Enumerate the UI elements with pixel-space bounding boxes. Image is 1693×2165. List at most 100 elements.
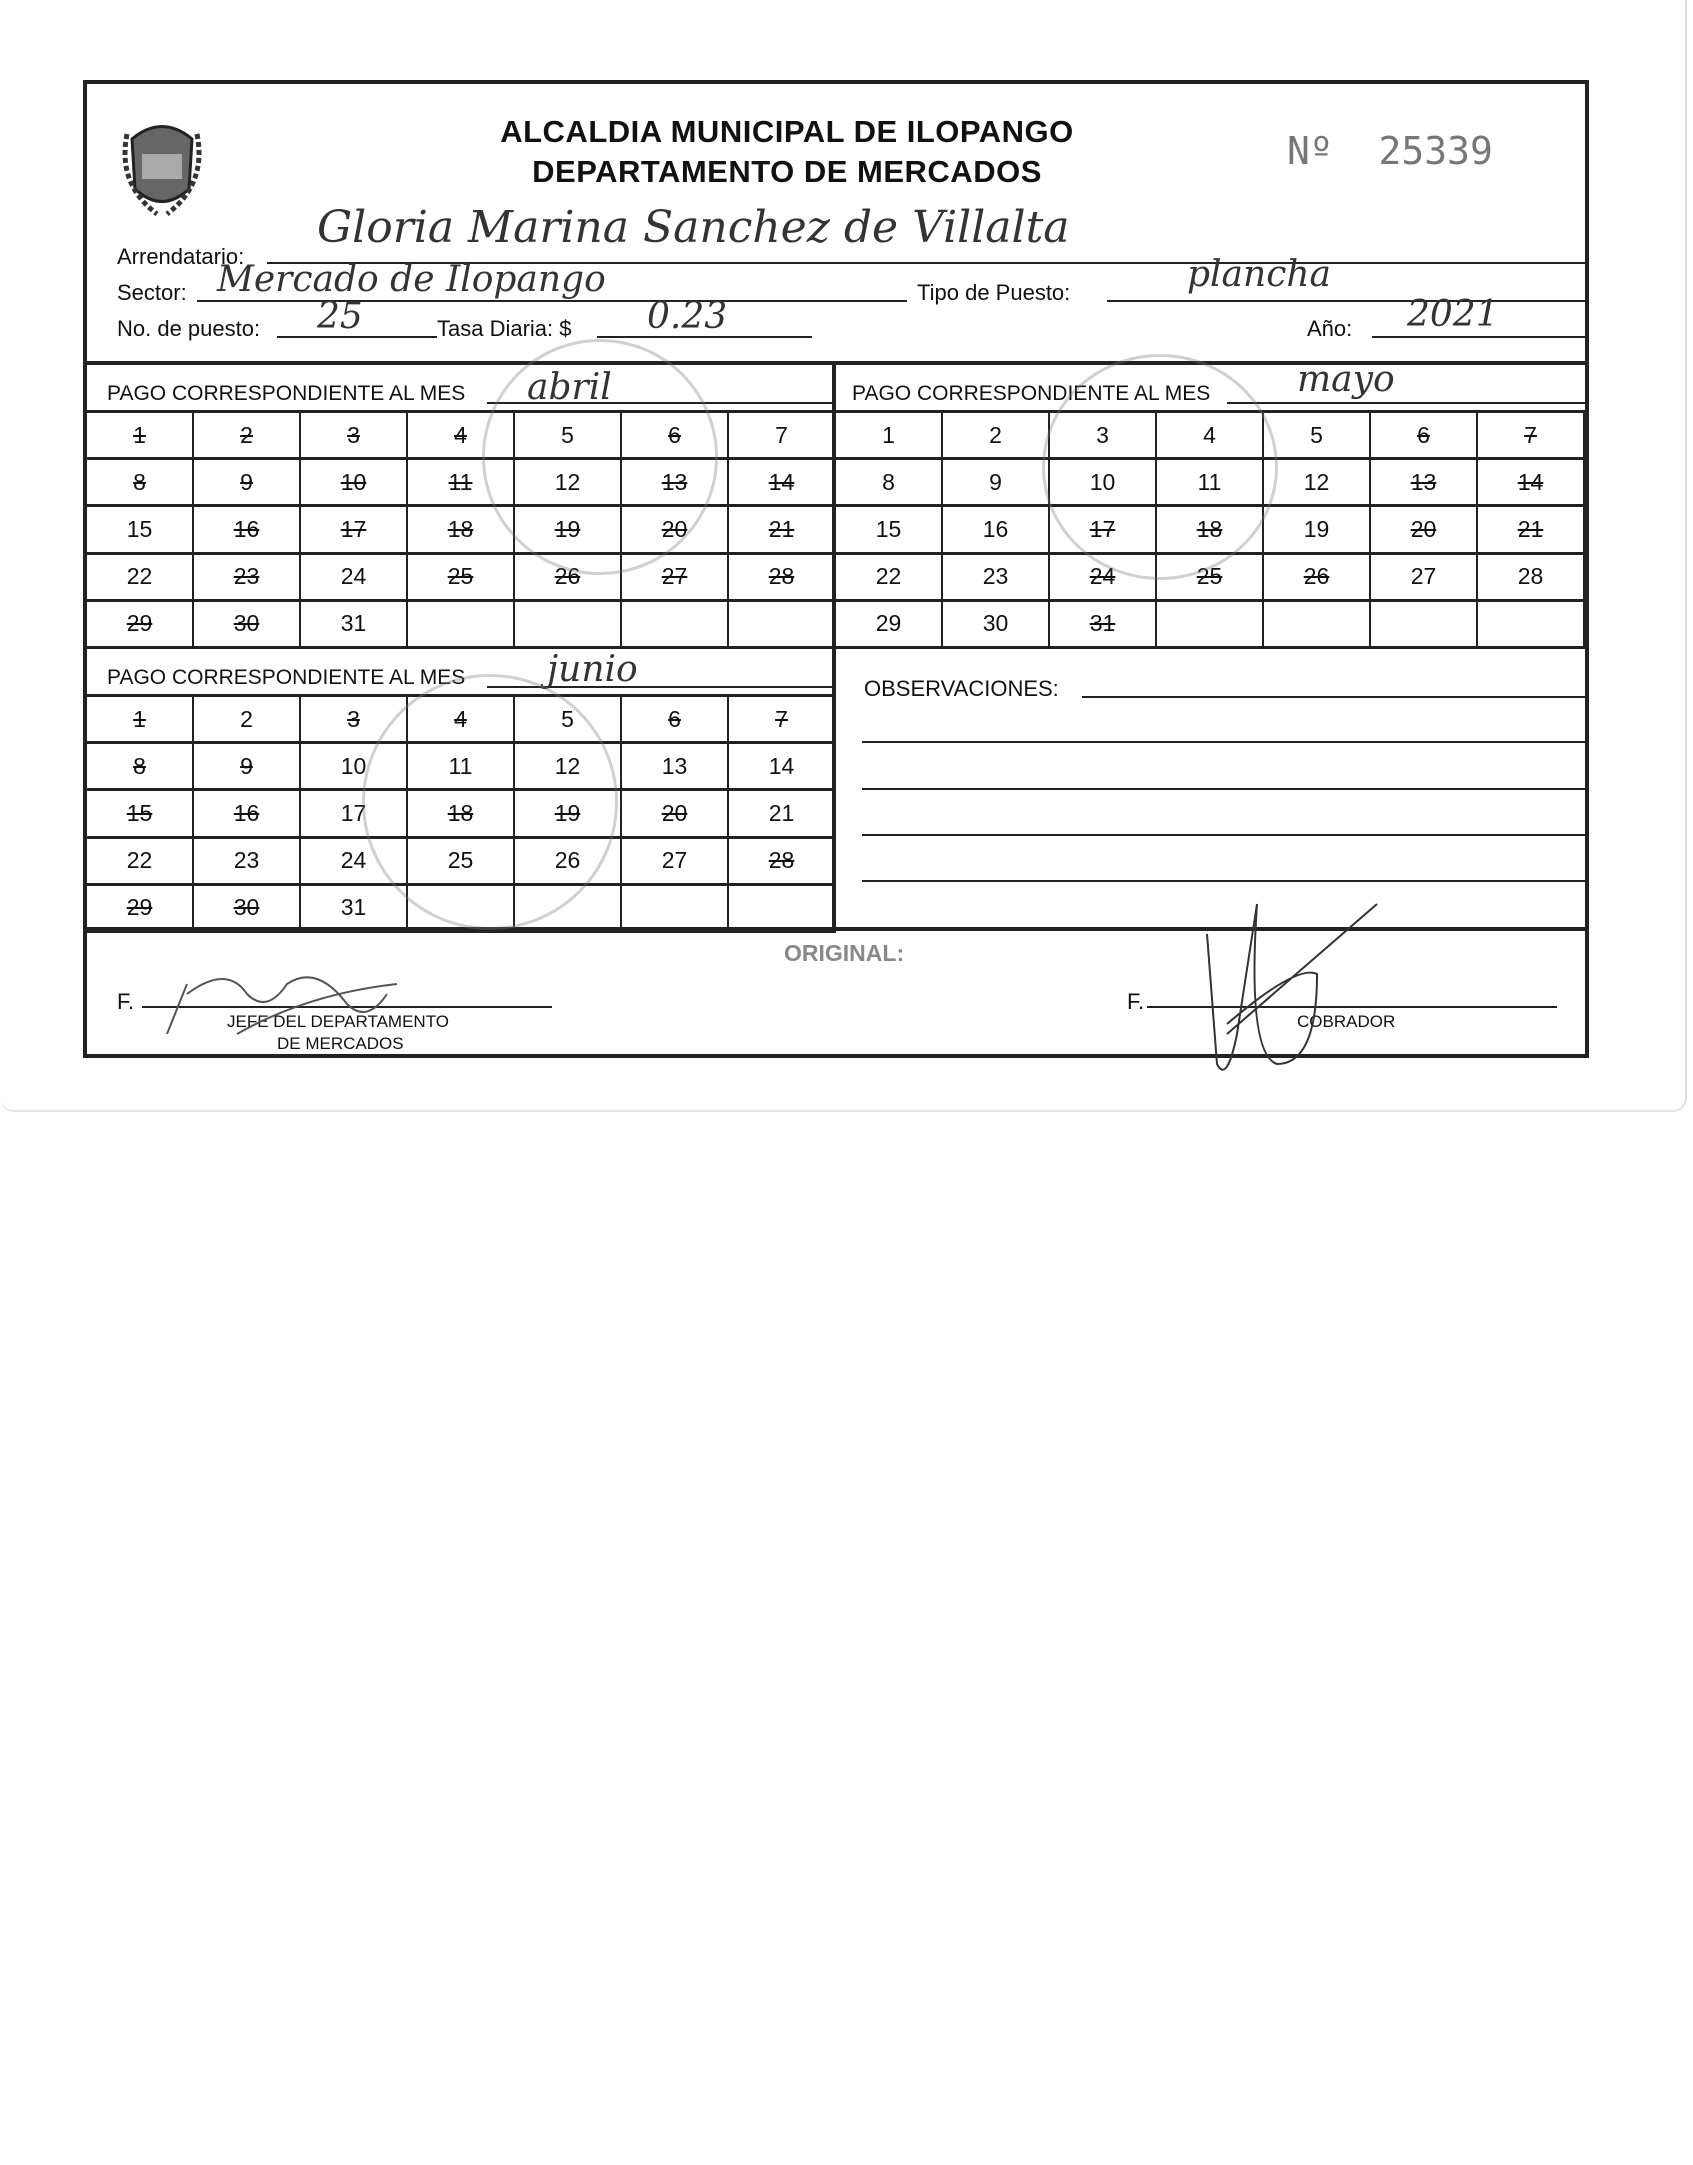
observaciones-line[interactable] bbox=[862, 788, 1585, 790]
day-cell-2[interactable]: 2 bbox=[194, 413, 301, 461]
day-cell-9[interactable]: 9 bbox=[194, 460, 301, 508]
day-cell-5[interactable]: 5 bbox=[1264, 413, 1371, 461]
day-cell-16[interactable]: 16 bbox=[194, 791, 301, 839]
sector-line bbox=[197, 300, 907, 302]
day-cell-14[interactable]: 14 bbox=[729, 460, 836, 508]
day-cell-3[interactable]: 3 bbox=[301, 413, 408, 461]
day-cell-20[interactable]: 20 bbox=[1371, 507, 1478, 555]
day-cell-30[interactable]: 30 bbox=[943, 601, 1050, 649]
day-cell-30[interactable]: 30 bbox=[194, 601, 301, 649]
empty-day-cell bbox=[1264, 601, 1371, 649]
day-cell-8[interactable]: 8 bbox=[87, 744, 194, 792]
day-cell-6[interactable]: 6 bbox=[622, 697, 729, 745]
day-cell-28[interactable]: 28 bbox=[729, 838, 836, 886]
day-cell-14[interactable]: 14 bbox=[729, 744, 836, 792]
observaciones-line[interactable] bbox=[862, 741, 1585, 743]
day-cell-8[interactable]: 8 bbox=[87, 460, 194, 508]
day-cell-23[interactable]: 23 bbox=[194, 838, 301, 886]
day-cell-25[interactable]: 25 bbox=[408, 554, 515, 602]
day-cell-27[interactable]: 27 bbox=[622, 554, 729, 602]
day-cell-29[interactable]: 29 bbox=[87, 885, 194, 933]
day-cell-13[interactable]: 13 bbox=[622, 744, 729, 792]
tipo-label: Tipo de Puesto: bbox=[917, 280, 1071, 305]
day-cell-15[interactable]: 15 bbox=[836, 507, 943, 555]
day-cell-22[interactable]: 22 bbox=[87, 838, 194, 886]
day-cell-28[interactable]: 28 bbox=[729, 554, 836, 602]
jefe-label-2: DE MERCADOS bbox=[277, 1034, 404, 1053]
puesto-label: No. de puesto: bbox=[117, 316, 261, 341]
day-cell-2[interactable]: 2 bbox=[194, 697, 301, 745]
day-cell-13[interactable]: 13 bbox=[1371, 460, 1478, 508]
month-3-value[interactable]: junio bbox=[547, 649, 638, 690]
tipo-value[interactable]: plancha bbox=[1187, 254, 1332, 295]
day-cell-26[interactable]: 26 bbox=[1264, 554, 1371, 602]
day-cell-21[interactable]: 21 bbox=[729, 507, 836, 555]
municipal-seal-stamp bbox=[482, 339, 718, 575]
day-cell-6[interactable]: 6 bbox=[1371, 413, 1478, 461]
day-cell-1[interactable]: 1 bbox=[87, 697, 194, 745]
day-cell-14[interactable]: 14 bbox=[1478, 460, 1585, 508]
day-cell-8[interactable]: 8 bbox=[836, 460, 943, 508]
empty-day-cell bbox=[408, 601, 515, 649]
observaciones-line[interactable] bbox=[862, 880, 1585, 882]
number-label: Nº bbox=[1287, 129, 1333, 173]
empty-day-cell bbox=[622, 601, 729, 649]
day-cell-7[interactable]: 7 bbox=[1478, 413, 1585, 461]
day-cell-9[interactable]: 9 bbox=[943, 460, 1050, 508]
day-cell-22[interactable]: 22 bbox=[87, 554, 194, 602]
receipt-form: ALCALDIA MUNICIPAL DE ILOPANGO DEPARTAME… bbox=[83, 80, 1589, 1071]
day-cell-31[interactable]: 31 bbox=[1050, 601, 1157, 649]
day-cell-30[interactable]: 30 bbox=[194, 885, 301, 933]
day-cell-27[interactable]: 27 bbox=[622, 838, 729, 886]
day-cell-10[interactable]: 10 bbox=[301, 460, 408, 508]
cobrador-signature bbox=[1206, 903, 1378, 1071]
day-cell-1[interactable]: 1 bbox=[836, 413, 943, 461]
tasa-value[interactable]: 0.23 bbox=[647, 296, 728, 337]
day-cell-7[interactable]: 7 bbox=[729, 697, 836, 745]
day-cell-16[interactable]: 16 bbox=[943, 507, 1050, 555]
day-cell-17[interactable]: 17 bbox=[301, 507, 408, 555]
day-cell-9[interactable]: 9 bbox=[194, 744, 301, 792]
day-cell-24[interactable]: 24 bbox=[301, 554, 408, 602]
day-cell-23[interactable]: 23 bbox=[943, 554, 1050, 602]
puesto-value[interactable]: 25 bbox=[317, 296, 363, 337]
anio-value[interactable]: 2021 bbox=[1407, 294, 1499, 335]
day-cell-29[interactable]: 29 bbox=[87, 601, 194, 649]
sector-value[interactable]: Mercado de Ilopango bbox=[217, 259, 606, 300]
day-cell-27[interactable]: 27 bbox=[1371, 554, 1478, 602]
day-cell-1[interactable]: 1 bbox=[87, 413, 194, 461]
day-cell-19[interactable]: 19 bbox=[1264, 507, 1371, 555]
day-cell-7[interactable]: 7 bbox=[729, 413, 836, 461]
f-label-jefe: F. bbox=[117, 989, 135, 1014]
footer-divider bbox=[87, 927, 1585, 931]
cobrador-signature-line bbox=[1147, 1006, 1557, 1008]
number-value: 25339 bbox=[1378, 129, 1493, 173]
divider bbox=[87, 361, 1585, 365]
day-cell-23[interactable]: 23 bbox=[194, 554, 301, 602]
receipt-number: Nº 25339 bbox=[1287, 129, 1493, 173]
municipal-seal-stamp bbox=[1042, 354, 1278, 580]
month-2-value[interactable]: mayo bbox=[1297, 359, 1395, 400]
observaciones-label: OBSERVACIONES: bbox=[864, 676, 1059, 701]
day-cell-20[interactable]: 20 bbox=[622, 791, 729, 839]
observaciones-line[interactable] bbox=[862, 834, 1585, 836]
municipal-seal-stamp bbox=[362, 674, 618, 930]
day-cell-15[interactable]: 15 bbox=[87, 791, 194, 839]
day-cell-31[interactable]: 31 bbox=[301, 601, 408, 649]
day-cell-12[interactable]: 12 bbox=[1264, 460, 1371, 508]
day-cell-22[interactable]: 22 bbox=[836, 554, 943, 602]
jefe-label-1: JEFE DEL DEPARTAMENTO bbox=[227, 1012, 449, 1031]
empty-day-cell bbox=[1371, 601, 1478, 649]
day-cell-16[interactable]: 16 bbox=[194, 507, 301, 555]
day-cell-21[interactable]: 21 bbox=[1478, 507, 1585, 555]
day-cell-28[interactable]: 28 bbox=[1478, 554, 1585, 602]
day-cell-2[interactable]: 2 bbox=[943, 413, 1050, 461]
day-cell-15[interactable]: 15 bbox=[87, 507, 194, 555]
day-cell-29[interactable]: 29 bbox=[836, 601, 943, 649]
day-cell-31[interactable]: 31 bbox=[301, 885, 408, 933]
arrendatario-line bbox=[267, 262, 1585, 264]
arrendatario-value[interactable]: Gloria Marina Sanchez de Villalta bbox=[317, 202, 1070, 253]
day-cell-21[interactable]: 21 bbox=[729, 791, 836, 839]
observaciones-line[interactable] bbox=[1082, 696, 1585, 698]
